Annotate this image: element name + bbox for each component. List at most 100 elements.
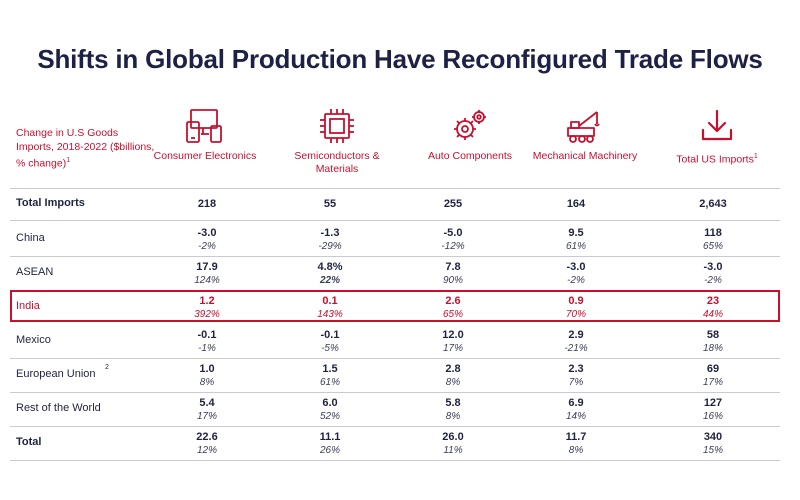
cell-value: 2,643 [699, 198, 727, 210]
cell-percent: 17% [442, 343, 463, 354]
cell-value: 17.9 [196, 261, 218, 273]
table-cell: 17.9 124% [157, 260, 257, 287]
cell-value: -3.0 [197, 227, 217, 239]
row-label: European Union [16, 368, 96, 380]
row-label: India [16, 300, 40, 312]
table-cell: 164 [526, 197, 626, 211]
col-label: Mechanical Machinery [532, 150, 638, 162]
cell-value: -3.0 [566, 261, 586, 273]
cell-percent: -2% [567, 275, 585, 286]
table-cell: 11.1 26% [280, 430, 380, 457]
cell-value: -5.0 [443, 227, 463, 239]
cell-value: 1.2 [199, 295, 215, 307]
cell-value: -1.3 [320, 227, 340, 239]
gears-icon [454, 110, 486, 140]
table-cell: 6.9 14% [526, 396, 626, 423]
cell-value: 0.1 [322, 295, 338, 307]
table-row-total: Total 22.6 12% 11.1 26% 26.0 11% 11.7 8% 340 15% [10, 428, 780, 461]
table-cell: 0.9 70% [526, 294, 626, 321]
cell-percent: 90% [442, 275, 463, 286]
table-cell: 255 [403, 197, 503, 211]
cell-percent: 65% [442, 309, 463, 320]
page-title: Shifts in Global Production Have Reconfi… [37, 44, 763, 74]
table-cell: 11.7 8% [526, 430, 626, 457]
cell-percent: 12% [196, 445, 217, 456]
cell-value: 23 [706, 295, 720, 307]
cell-value: 11.7 [565, 431, 587, 443]
cell-value: 1.0 [199, 363, 215, 375]
cell-percent: 17% [196, 411, 217, 422]
table-cell: 23 44% [663, 294, 763, 321]
col-head-total-us-imports: Total US Imports1 [652, 108, 782, 167]
cell-value: 118 [704, 227, 722, 239]
cell-value: 164 [566, 198, 586, 210]
footnote-marker: 1 [66, 157, 71, 164]
table-cell: -0.1 -1% [157, 328, 257, 355]
col-head-mechanical-machinery: Mechanical Machinery [520, 108, 650, 163]
cell-value: 5.8 [445, 397, 461, 409]
cell-percent: 8% [445, 411, 461, 422]
cell-percent: 392% [194, 309, 220, 320]
table-cell: -3.0 -2% [526, 260, 626, 287]
row-label: Total Imports [16, 197, 85, 209]
col-label: Auto Components [427, 150, 513, 162]
table-cell: 2.6 65% [403, 294, 503, 321]
table-row-asean: ASEAN 17.9 124% 4.8% 22% 7.8 90% -3.0 -2% -3.0 -2% [10, 258, 780, 291]
cell-value: 9.5 [568, 227, 584, 239]
cell-value: 5.4 [199, 397, 215, 409]
table-row-china: China -3.0 -2% -1.3 -29% -5.0 -12% 9.5 61% 118 65% [10, 224, 780, 257]
table-cell: -3.0 -2% [663, 260, 763, 287]
row-label: China [16, 232, 45, 244]
table-cell: 0.1 143% [280, 294, 380, 321]
row-label: Mexico [16, 334, 51, 346]
table-cell: 26.0 11% [403, 430, 503, 457]
cell-value: 255 [443, 198, 463, 210]
table-cell: 2.3 7% [526, 362, 626, 389]
cell-value: 12.0 [442, 329, 464, 341]
cell-percent: 18% [702, 343, 723, 354]
col-label: Total US Imports [676, 153, 754, 166]
table-cell: 6.0 52% [280, 396, 380, 423]
cell-percent: 8% [568, 445, 584, 456]
table-cell: 2.9 -21% [526, 328, 626, 355]
cell-percent: 61% [319, 377, 340, 388]
cell-value: 58 [706, 329, 720, 341]
cell-value: -0.1 [320, 329, 340, 341]
row-label: ASEAN [16, 266, 54, 278]
table-row-total-imports: Total Imports 218 55 255 164 2,643 [10, 190, 780, 221]
table-cell: 2,643 [663, 197, 763, 211]
table-row-mexico: Mexico -0.1 -1% -0.1 -5% 12.0 17% 2.9 -21% 58 18% [10, 326, 780, 359]
table-cell: 69 17% [663, 362, 763, 389]
table-row-european-union: European Union 2 1.0 8% 1.5 61% 2.8 8% 2.3 7% 69 17… [10, 360, 780, 393]
cell-percent: -2% [704, 275, 722, 286]
table-cell: 118 65% [663, 226, 763, 253]
microchip-icon [320, 109, 354, 143]
cell-value: 2.6 [445, 295, 461, 307]
cell-percent: 8% [199, 377, 215, 388]
cell-percent: -5% [321, 343, 339, 354]
table-cell: 127 16% [663, 396, 763, 423]
cell-value: 2.9 [568, 329, 584, 341]
cell-value: -3.0 [703, 261, 723, 273]
table-cell: 5.8 8% [403, 396, 503, 423]
table-cell: 1.0 8% [157, 362, 257, 389]
cell-percent: -1% [198, 343, 216, 354]
cell-percent: 124% [194, 275, 220, 286]
cell-value: 26.0 [442, 431, 464, 443]
header-divider [10, 188, 780, 189]
cell-value: 2.3 [568, 363, 584, 375]
cell-percent: 11% [443, 445, 463, 456]
footnote-marker: 1 [753, 153, 758, 160]
cell-value: 4.8% [317, 261, 343, 273]
cell-percent: 70% [565, 309, 586, 320]
cell-percent: 143% [317, 309, 343, 320]
table-cell: 22.6 12% [157, 430, 257, 457]
header-note-text: Change in U.S Goods Imports, 2018-2022 (… [16, 127, 155, 170]
cell-percent: 7% [568, 377, 584, 388]
cell-percent: 17% [702, 377, 723, 388]
cell-percent: 14% [565, 411, 586, 422]
table-cell: 340 15% [663, 430, 763, 457]
table-cell: 218 [157, 197, 257, 211]
col-label: Consumer Electronics [153, 150, 257, 162]
electronics-devices-icon [186, 109, 222, 143]
